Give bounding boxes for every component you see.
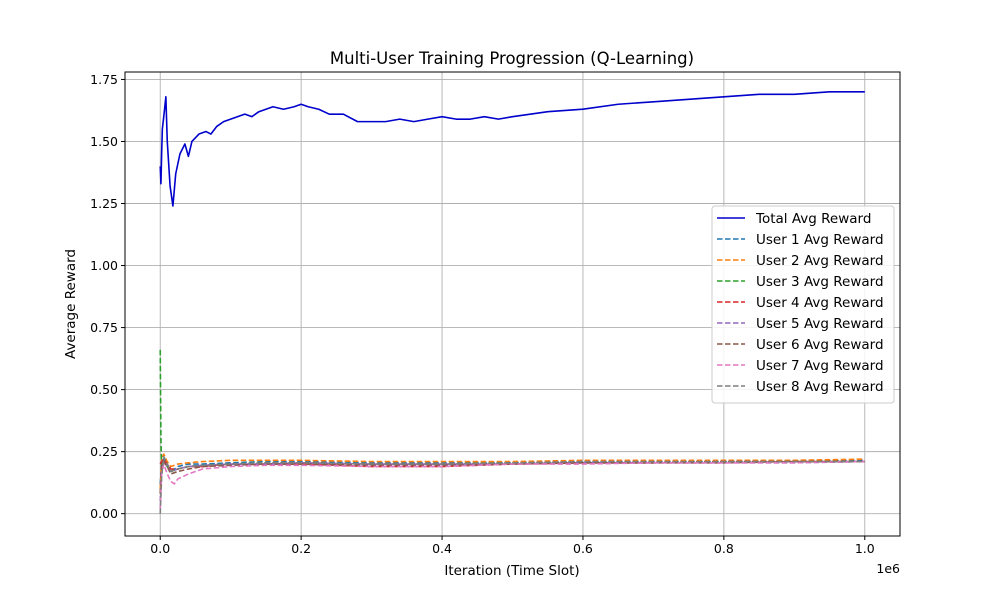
y-tick-label: 1.75 — [90, 72, 118, 87]
legend-label: User 2 Avg Reward — [756, 253, 884, 269]
y-tick-label: 1.00 — [90, 258, 118, 273]
x-tick-label: 0.6 — [573, 541, 593, 556]
legend-label: User 6 Avg Reward — [756, 337, 884, 353]
legend-box — [711, 205, 895, 404]
x-axis: 0.0 0.2 0.4 0.6 0.8 1.0 — [150, 536, 875, 556]
series-layer — [159, 91, 865, 514]
legend-label: User 1 Avg Reward — [756, 232, 884, 248]
x-tick-label: 0.4 — [432, 541, 452, 556]
y-axis: 0.00 0.25 0.50 0.75 1.00 1.25 1.50 1.75 — [90, 72, 125, 521]
series-line-1 — [159, 91, 865, 207]
y-tick-label: 0.50 — [90, 382, 118, 397]
plot-frame — [124, 71, 901, 537]
y-tick-label: 1.25 — [90, 196, 118, 211]
y-tick-label: 0.00 — [90, 506, 118, 521]
x-axis-label: Iteration (Time Slot) — [444, 563, 579, 579]
series-line-3 — [159, 453, 865, 489]
y-axis-label: Average Reward — [63, 249, 79, 359]
legend-label: User 7 Avg Reward — [756, 358, 884, 374]
y-tick-label: 1.50 — [90, 134, 118, 149]
series-line-6 — [159, 460, 865, 502]
chart-title: Multi-User Training Progression (Q-Learn… — [330, 49, 694, 68]
legend-label: User 3 Avg Reward — [756, 274, 884, 290]
legend-label: User 5 Avg Reward — [756, 316, 884, 332]
series-line-8 — [159, 460, 865, 509]
series-line-9 — [159, 455, 865, 514]
x-tick-label: 0.2 — [291, 541, 311, 556]
series-line-7 — [159, 460, 865, 494]
x-tick-label: 0.0 — [150, 541, 170, 556]
x-tick-label: 0.8 — [714, 541, 734, 556]
y-tick-label: 0.75 — [90, 320, 118, 335]
legend-label: User 8 Avg Reward — [756, 379, 884, 395]
legend-label: User 4 Avg Reward — [756, 295, 884, 311]
x-tick-label: 1.0 — [855, 541, 875, 556]
y-tick-label: 0.25 — [90, 444, 118, 459]
legend: Total Avg Reward User 1 Avg Reward User 2 … — [711, 205, 895, 404]
x-offset-label: 1e6 — [876, 561, 900, 576]
legend-label: Total Avg Reward — [755, 211, 871, 227]
